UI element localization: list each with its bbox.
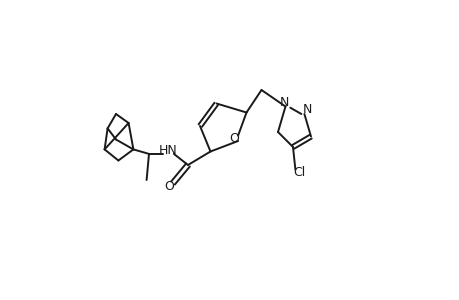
Text: Cl: Cl (292, 166, 304, 179)
Text: O: O (164, 179, 174, 193)
Text: O: O (229, 131, 239, 145)
Text: N: N (279, 96, 288, 110)
Text: HN: HN (159, 144, 178, 158)
Text: N: N (302, 103, 311, 116)
